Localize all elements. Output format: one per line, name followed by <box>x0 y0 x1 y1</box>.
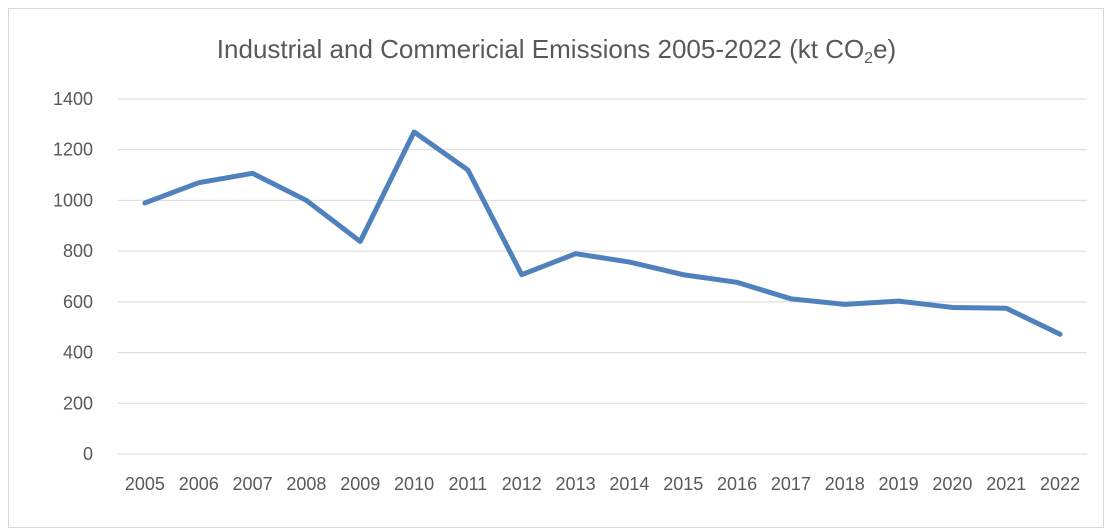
data-point-2007 <box>252 172 254 174</box>
chart-title-subscript: 2 <box>864 50 874 67</box>
y-tick-label: 800 <box>63 241 93 261</box>
data-point-2022 <box>1059 333 1061 335</box>
data-point-2021 <box>1005 307 1007 309</box>
data-point-2012 <box>521 274 523 276</box>
y-tick-label: 400 <box>63 343 93 363</box>
x-tick-label: 2019 <box>879 474 919 494</box>
x-tick-label: 2021 <box>986 474 1026 494</box>
x-axis-tick-labels: 2005 2006 2007 2008 2009 2010 2011 2012 2013 2014… <box>125 474 1080 494</box>
x-tick-label: 2006 <box>179 474 219 494</box>
x-tick-label: 2007 <box>233 474 273 494</box>
x-tick-label: 2015 <box>663 474 703 494</box>
x-tick-label: 2011 <box>449 474 488 494</box>
x-tick-label: 2009 <box>340 474 380 494</box>
x-tick-label: 2022 <box>1040 474 1080 494</box>
data-point-2018 <box>844 303 846 305</box>
x-tick-label: 2014 <box>609 474 649 494</box>
x-tick-label: 2018 <box>825 474 865 494</box>
data-point-2005 <box>144 202 146 204</box>
series-line-0 <box>142 129 1063 337</box>
data-point-2015 <box>682 274 684 276</box>
gridlines <box>118 98 1087 455</box>
data-point-2016 <box>736 281 738 283</box>
data-point-2010 <box>413 131 415 133</box>
chart-title-main: Industrial and Commericial Emissions 200… <box>216 34 865 64</box>
x-tick-label: 2008 <box>286 474 326 494</box>
data-point-2008 <box>305 199 307 201</box>
chart-title: Industrial and Commericial Emissions 200… <box>0 34 1113 67</box>
y-tick-label: 1000 <box>53 190 93 210</box>
y-tick-label: 1400 <box>53 89 93 109</box>
x-tick-label: 2005 <box>125 474 165 494</box>
y-tick-label: 1200 <box>53 140 93 160</box>
data-point-2020 <box>951 306 953 308</box>
y-tick-label: 600 <box>63 292 93 312</box>
data-point-2019 <box>898 300 900 302</box>
y-tick-label: 200 <box>63 393 93 413</box>
y-axis-tick-labels: 0 200 400 600 800 1000 1200 1400 <box>53 89 93 464</box>
chart-area <box>8 8 1104 528</box>
x-tick-label: 2016 <box>717 474 757 494</box>
data-point-2013 <box>575 253 577 255</box>
x-tick-label: 2013 <box>556 474 596 494</box>
x-tick-label: 2017 <box>771 474 811 494</box>
x-tick-label: 2020 <box>932 474 972 494</box>
data-point-2006 <box>198 182 200 184</box>
x-tick-label: 2012 <box>502 474 542 494</box>
y-tick-label: 0 <box>83 444 93 464</box>
data-point-2011 <box>467 169 469 171</box>
chart-title-suffix: e) <box>873 34 897 64</box>
data-point-2014 <box>628 261 630 263</box>
data-point-2017 <box>790 298 792 300</box>
series-layer <box>142 129 1063 337</box>
data-point-2009 <box>359 241 361 243</box>
x-tick-label: 2010 <box>394 474 434 494</box>
